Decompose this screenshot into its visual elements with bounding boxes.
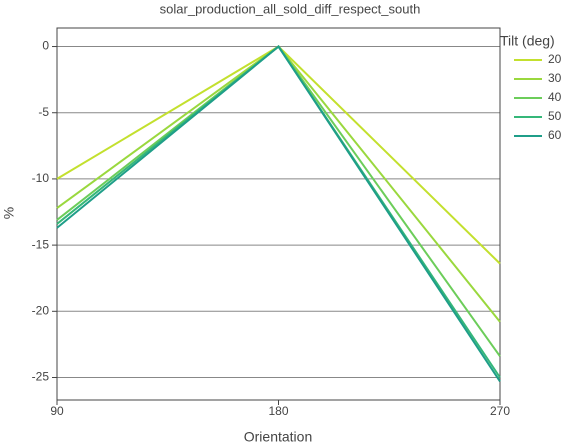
x-tick-label: 180: [268, 404, 288, 418]
y-tick-label: 0: [42, 39, 49, 53]
y-tick-label: -10: [32, 171, 50, 185]
legend-label: 20: [548, 52, 562, 66]
legend-label: 50: [548, 109, 562, 123]
y-tick-label: -5: [38, 105, 49, 119]
x-tick-label: 90: [50, 404, 64, 418]
y-axis-title: %: [1, 207, 17, 219]
legend-title: Tilt (deg): [500, 33, 555, 49]
series-line: [56, 45, 501, 357]
x-axis-title: Orientation: [244, 429, 312, 445]
x-tick-label: 270: [490, 404, 510, 418]
y-tick-label: -20: [32, 303, 50, 317]
y-tick-label: -25: [32, 370, 50, 384]
plot-frame: [56, 27, 501, 401]
legend-label: 30: [548, 71, 562, 85]
series-line: [56, 45, 501, 265]
legend-label: 40: [548, 90, 562, 104]
legend-label: 60: [548, 128, 562, 142]
series-line: [56, 45, 501, 379]
chart-title: solar_production_all_sold_diff_respect_s…: [160, 1, 421, 16]
series-line: [56, 45, 501, 383]
y-tick-label: -15: [32, 237, 50, 251]
